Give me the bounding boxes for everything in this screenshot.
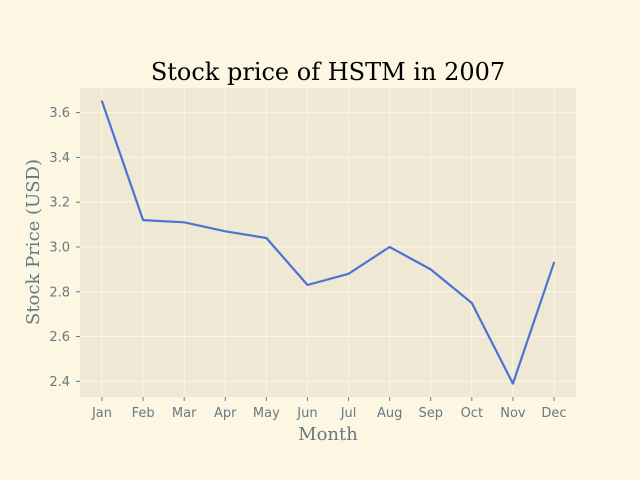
x-tick-label: May [253, 406, 280, 421]
x-tick-label: Jun [296, 406, 317, 421]
axis-ticks [76, 112, 555, 401]
x-gridlines [101, 88, 555, 397]
y-tick-label: 2.6 [49, 330, 70, 345]
x-axis-label: Month [298, 424, 358, 445]
x-tick-label: Nov [500, 406, 526, 421]
x-tick-labels: Jan Feb Mar Apr May Jun Jul Aug Sep Oct Nov Dec [91, 406, 567, 421]
y-tick-label: 2.8 [49, 285, 70, 300]
x-tick-label: Jan [91, 406, 112, 421]
plot-area [80, 88, 576, 397]
y-tick-labels: 2.4 2.6 2.8 3.0 3.2 3.4 3.6 [49, 106, 70, 390]
y-tick-label: 3.0 [49, 240, 70, 255]
x-tick-label: Apr [214, 406, 237, 421]
y-tick-label: 3.2 [49, 196, 70, 211]
x-tick-label: Sep [418, 406, 443, 421]
x-tick-label: Oct [461, 406, 483, 421]
x-tick-label: Feb [132, 406, 155, 421]
x-tick-label: Jul [340, 406, 357, 421]
chart-title: Stock price of HSTM in 2007 [151, 58, 505, 86]
y-tick-label: 3.4 [49, 151, 70, 166]
y-gridlines [80, 112, 576, 382]
x-tick-label: Mar [172, 406, 197, 421]
x-tick-label: Aug [377, 406, 402, 421]
series-line [100, 100, 556, 385]
series-group [100, 100, 556, 385]
y-tick-label: 2.4 [49, 375, 70, 390]
y-tick-label: 3.6 [49, 106, 70, 121]
y-axis-label: Stock Price (USD) [23, 159, 44, 325]
x-tick-label: Dec [541, 406, 566, 421]
